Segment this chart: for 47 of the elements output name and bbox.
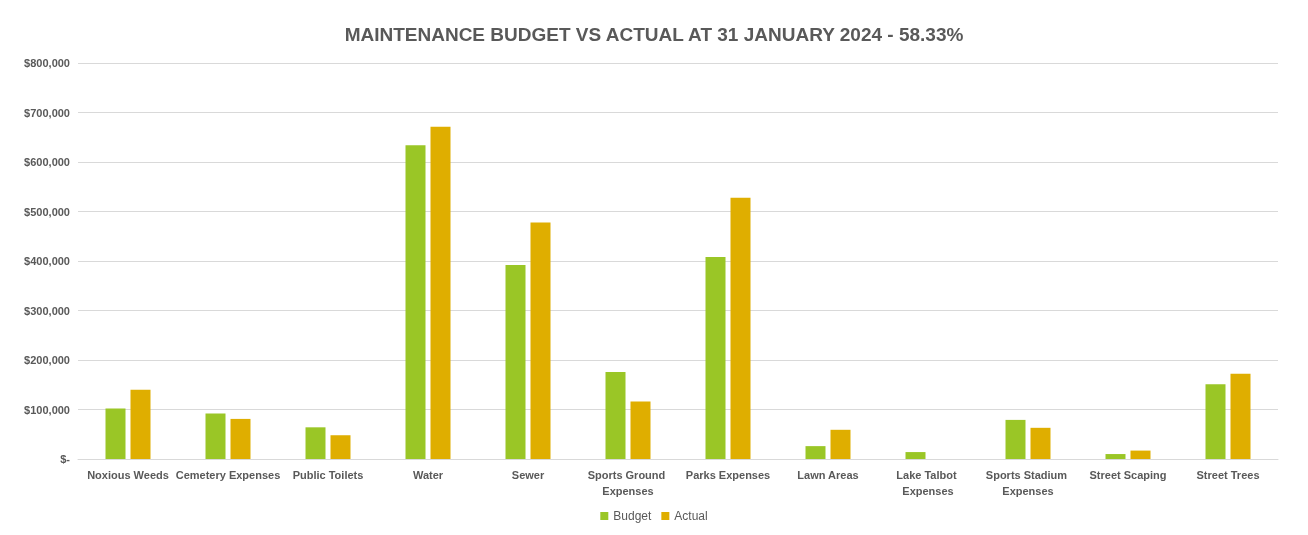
x-tick-label: Sports Ground Expenses [587,469,669,497]
x-tick-label: Public Toilets [292,469,364,481]
bar [705,257,726,459]
bar [830,429,851,459]
bar [205,413,226,459]
y-tick-label: $- [60,453,71,465]
y-tick-label: $600,000 [24,156,70,168]
x-tick-label: Parks Expenses [685,469,771,481]
y-tick-label: $500,000 [24,205,70,218]
bar [1105,454,1126,459]
y-tick-label: $200,000 [24,354,70,366]
bar [230,418,251,459]
bar [505,264,526,459]
bar [105,408,126,459]
bar [530,222,551,459]
bar [1230,373,1251,459]
bar [330,435,351,459]
bar [1030,427,1051,459]
x-tick-label: Noxious Weeds [87,469,169,481]
x-tick-label: Street Trees [1196,469,1260,481]
y-tick-label: $700,000 [24,106,70,119]
bar [405,145,426,459]
bar [430,126,451,459]
bar [1130,450,1151,459]
x-tick-label: Street Scaping [1089,469,1167,481]
y-tick-label: $800,000 [24,57,70,69]
x-tick-label: Sewer [511,469,545,481]
x-tick-label: Water [412,469,444,481]
legend-label: Actual [674,509,708,523]
bar [805,446,826,459]
bar [905,452,926,459]
x-tick-label: Sports Stadium Expenses [985,469,1071,497]
y-tick-label: $100,000 [24,403,70,416]
x-tick-label: Cemetery Expenses [175,469,281,481]
bar [130,389,151,459]
legend-label: Budget [613,509,653,523]
bar [630,401,651,459]
bar [1005,419,1026,459]
bar [305,427,326,459]
chart-title: MAINTENANCE BUDGET VS ACTUAL AT 31 JANUARY 2024 - 58.33% [344,24,964,45]
x-tick-label: Lake Talbot Expenses [896,469,960,497]
y-tick-label: $300,000 [24,304,70,317]
x-tick-label: Lawn Areas [797,469,859,481]
bar [605,371,626,459]
bar [730,197,751,459]
bar [1205,384,1226,459]
y-tick-label: $400,000 [24,255,70,267]
